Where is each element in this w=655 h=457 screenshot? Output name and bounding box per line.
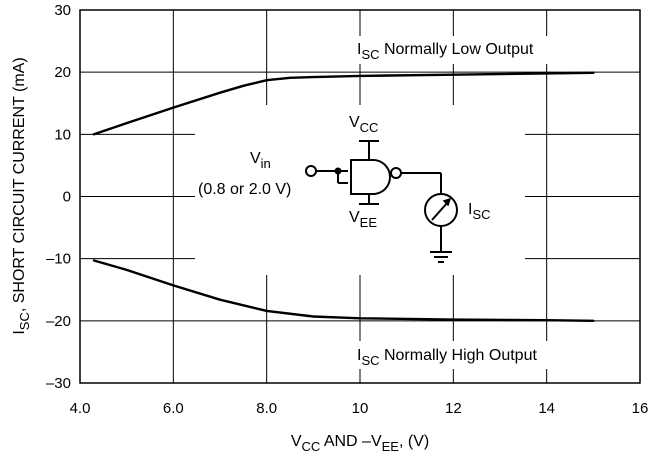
y-tick-label: 0 bbox=[63, 189, 71, 206]
series-line-normally-high bbox=[92, 259, 595, 322]
x-tick-label: 10 bbox=[352, 400, 369, 417]
vin-label: Vin bbox=[250, 150, 271, 171]
y-axis-title: ISC, SHORT CIRCUIT CURRENT (mA) bbox=[11, 57, 32, 334]
y-axis-ticks: 30 20 10 0 –10 –20 –30 bbox=[46, 2, 71, 392]
y-tick-label: 30 bbox=[54, 2, 71, 19]
x-tick-label: 4.0 bbox=[70, 400, 91, 417]
nand-output-bubble bbox=[390, 167, 402, 179]
series-line-normally-low bbox=[92, 71, 595, 136]
y-tick-label: –30 bbox=[46, 375, 71, 392]
x-tick-label: 6.0 bbox=[163, 400, 184, 417]
input-terminal bbox=[305, 165, 317, 177]
y-tick-label: 10 bbox=[54, 126, 71, 143]
x-tick-label: 16 bbox=[632, 400, 649, 417]
vin-range-label: (0.8 or 2.0 V) bbox=[198, 181, 291, 198]
series-high-label-bg bbox=[352, 341, 567, 369]
vcc-label: VCC bbox=[349, 114, 378, 135]
x-tick-label: 8.0 bbox=[256, 400, 277, 417]
y-tick-label: –10 bbox=[46, 251, 71, 268]
x-tick-label: 14 bbox=[538, 400, 555, 417]
x-tick-label: 12 bbox=[445, 400, 462, 417]
plot-frame bbox=[79, 9, 641, 384]
series-high-label: ISC Normally High Output bbox=[357, 347, 537, 368]
ground-icon bbox=[430, 251, 452, 263]
y-tick-label: –20 bbox=[46, 313, 71, 330]
vee-label: VEE bbox=[349, 209, 377, 230]
curves bbox=[92, 71, 595, 322]
isc-meter-label: ISC bbox=[468, 201, 491, 222]
x-axis-ticks: 4.0 6.0 8.0 10 12 14 16 bbox=[70, 400, 649, 417]
series-low-label: ISC Normally Low Output bbox=[357, 41, 534, 62]
test-circuit-inset: Vin (0.8 or 2.0 V) VCC VEE ISC bbox=[195, 105, 525, 275]
x-axis-title: VCC AND –VEE, (V) bbox=[291, 433, 429, 454]
series-low-label-bg bbox=[352, 36, 562, 64]
nand-gate-symbol bbox=[350, 159, 391, 195]
y-tick-label: 20 bbox=[54, 64, 71, 81]
